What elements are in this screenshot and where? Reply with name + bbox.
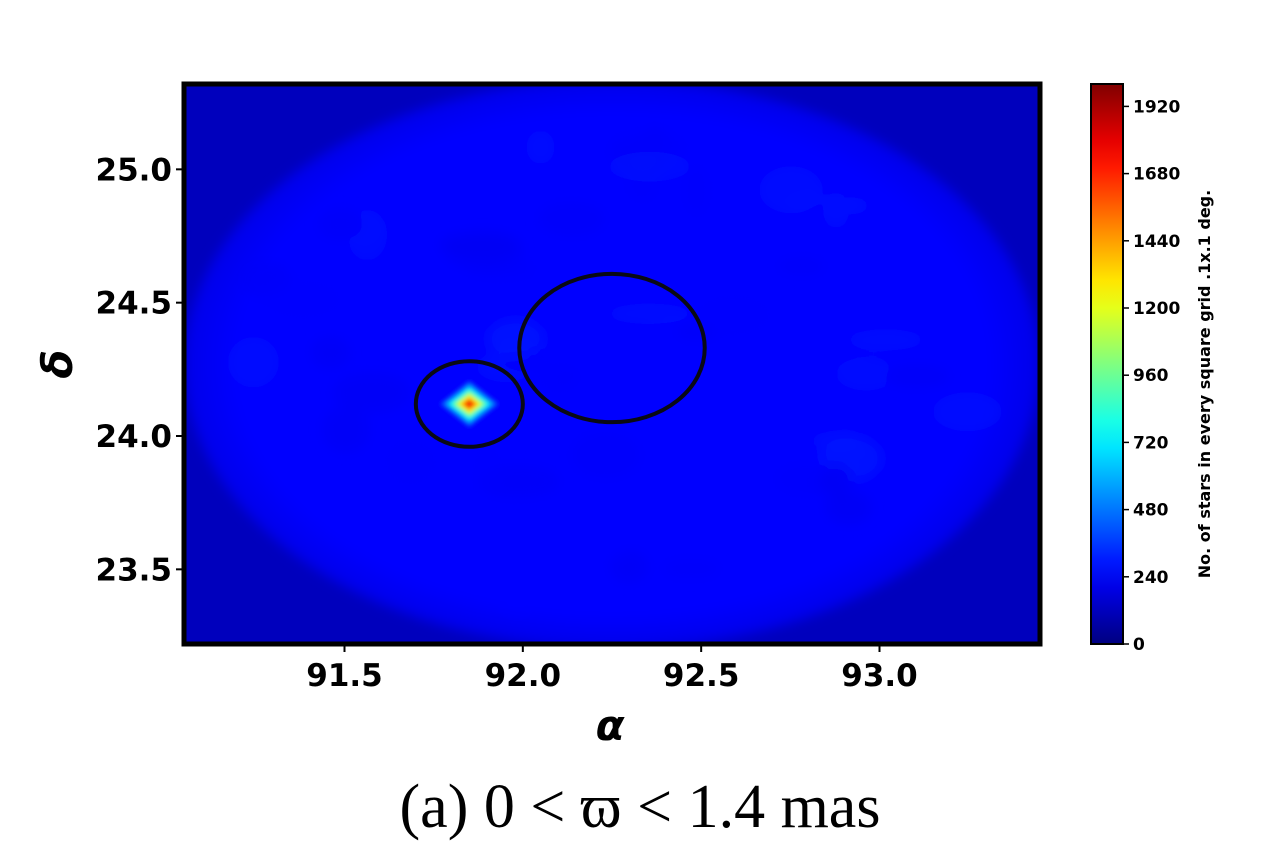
density-patch: [791, 387, 846, 420]
y-tick-label: 23.5: [96, 552, 173, 588]
density-patch: [382, 437, 439, 487]
x-axis-label: α: [596, 701, 626, 750]
cluster-circles: [413, 271, 707, 449]
y-axis: 23.5 24.0 24.5 25.0: [96, 152, 184, 588]
density-patch: [311, 336, 350, 369]
colorbar-tick-label: 1200: [1133, 299, 1180, 319]
density-patch: [589, 196, 633, 214]
density-patch: [683, 165, 709, 216]
colorbar-tick-label: 1680: [1133, 165, 1180, 185]
density-patch: [524, 348, 560, 389]
colorbar-label: No. of stars in every square grid .1x.1 …: [1195, 190, 1214, 578]
colorbar: 0 240 480 720 960 1200 1440 1680 1920 No. of sta…: [1090, 83, 1214, 655]
colorbar-tick-label: 480: [1133, 501, 1169, 521]
density-patch: [933, 392, 1002, 432]
density-patch: [444, 231, 524, 270]
density-texture: [227, 127, 1002, 617]
colorbar-tick-label: 240: [1133, 568, 1169, 588]
figure-caption: (a) 0 < ϖ < 1.4 mas: [399, 773, 881, 841]
y-tick-label: 24.5: [96, 286, 173, 322]
density-patch: [537, 202, 606, 236]
density-patch: [609, 151, 691, 182]
density-patch: [661, 558, 721, 579]
plot-area: [184, 84, 1040, 644]
colorbar-ticks: 0 240 480 720 960 1200 1440 1680 1920: [1123, 97, 1180, 655]
density-patch: [777, 257, 826, 275]
density-patch: [818, 464, 853, 498]
density-patch: [603, 342, 633, 373]
colorbar-tick-label: 960: [1133, 366, 1169, 386]
density-patch: [610, 550, 648, 583]
x-tick-label: 91.5: [306, 658, 383, 694]
colorbar-tick-label: 720: [1133, 433, 1169, 453]
density-patch: [915, 427, 945, 451]
density-patch: [848, 329, 923, 351]
density-patch: [784, 191, 867, 218]
density-patch: [884, 259, 942, 308]
density-patch: [825, 491, 872, 525]
density-patch: [317, 208, 363, 240]
density-patch: [263, 278, 344, 321]
density-patch: [526, 130, 555, 165]
density-patch: [472, 439, 502, 488]
density-peak: [437, 378, 502, 430]
colorbar-tick-label: 0: [1133, 635, 1145, 655]
colorbar-gradient: [1090, 83, 1124, 645]
y-tick-label: 25.0: [96, 152, 173, 188]
x-tick-label: 92.5: [663, 658, 740, 694]
density-patch: [227, 336, 280, 388]
density-patch: [884, 365, 950, 388]
density-patch: [495, 588, 540, 617]
density-patch: [487, 318, 545, 359]
peak-contour: [467, 402, 472, 406]
density-patch: [693, 293, 773, 337]
density-patch: [762, 448, 829, 493]
density-patch: [571, 431, 642, 479]
colorbar-tick-label: 1440: [1133, 232, 1180, 252]
plot-frame: [181, 81, 1043, 647]
density-patch: [811, 431, 863, 451]
density-patch: [836, 357, 896, 391]
x-axis: 91.5 92.0 92.5 93.0: [306, 644, 918, 694]
density-patch: [332, 372, 411, 413]
x-tick-label: 92.0: [485, 658, 562, 694]
density-patch: [569, 531, 631, 562]
cluster-circle-2: [517, 271, 707, 425]
x-tick-label: 93.0: [841, 658, 918, 694]
colorbar-tick-label: 1920: [1133, 97, 1180, 117]
density-patch: [725, 494, 766, 520]
y-tick-label: 24.0: [96, 419, 173, 455]
y-axis-label: δ: [33, 350, 82, 379]
density-patch: [322, 406, 370, 453]
cluster-circle-1: [413, 359, 525, 449]
